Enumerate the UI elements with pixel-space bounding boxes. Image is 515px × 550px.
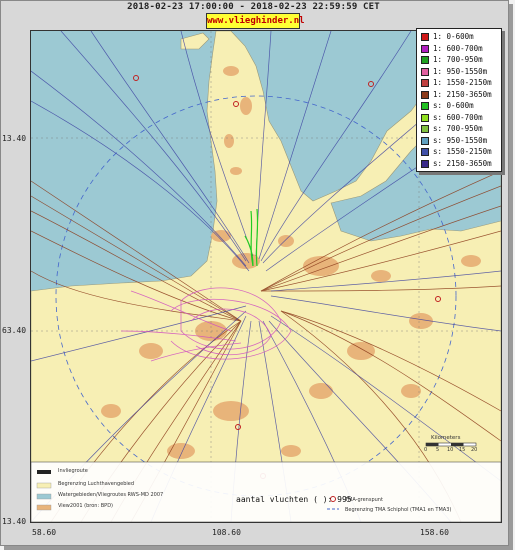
- brand-link[interactable]: www.vlieghinder.nl: [206, 13, 305, 29]
- y-tick-label: 13.40: [2, 517, 27, 526]
- legend-item: 1: 600-700m: [421, 44, 483, 54]
- bottom-legend-panel: [31, 461, 501, 522]
- legend-swatch: [421, 159, 429, 168]
- x-tick-label: 158.60: [420, 528, 449, 537]
- x-tick-label: 108.60: [212, 528, 241, 537]
- legend-item: 1: 950-1550m: [421, 67, 487, 77]
- legend-item: 1: 700-950m: [421, 55, 483, 65]
- legend-item: 1: 2150-3650m: [421, 90, 492, 100]
- urban-areas: [101, 66, 481, 459]
- legend-item: s: 950-1550m: [421, 136, 487, 146]
- tma-boundary: [55, 95, 457, 497]
- altitude-legend: 1: 0-600m 1: 600-700m 1: 700-950m 1: 950…: [416, 28, 502, 172]
- time-range-title: 2018-02-23 17:00:00 - 2018-02-23 22:59:5…: [127, 2, 380, 12]
- legend-swatch: [421, 44, 429, 53]
- legend-swatch: [421, 67, 429, 76]
- legend-item: s: 700-950m: [421, 124, 483, 134]
- scale-tick-label: 20: [471, 447, 478, 453]
- legend-tma-boundary-label: Begrenzing TMA Schiphol (TMA1 en TMA3): [345, 507, 452, 513]
- approach-tracks-green: [244, 208, 259, 267]
- flight-track-map[interactable]: aantal vluchten ( ): 995 Invliegroute Be…: [30, 30, 502, 523]
- legend-swatch: [421, 148, 429, 156]
- legend-tma-point-label: TMA-grenspunt: [345, 497, 383, 503]
- legend-item: s: 2150-3650m: [421, 159, 492, 169]
- scale-tick-label: 5: [436, 447, 440, 453]
- legend-airport-boundary-label: Begrenzing Luchthavengebied: [58, 481, 135, 487]
- scale-tick-label: 15: [459, 447, 466, 453]
- legend-swatch: [421, 102, 429, 110]
- y-tick-label: 63.40: [2, 326, 27, 335]
- legend-item: s: 600-700m: [421, 113, 483, 123]
- legend-item: 1: 0-600m: [421, 32, 474, 42]
- flights-count: aantal vluchten ( ): 995: [236, 495, 352, 504]
- scale-bar-title: Kilometers: [431, 435, 461, 441]
- scale-bar: [425, 442, 477, 447]
- legend-swatch: [421, 33, 429, 41]
- low-altitude-tracks: [120, 287, 292, 362]
- scale-tick-label: 10: [447, 447, 454, 453]
- legend-item: s: 0-600m: [421, 101, 474, 111]
- legend-item: 1: 1550-2150m: [421, 78, 492, 88]
- legend-swatch: [421, 113, 429, 122]
- legend-swatch: [421, 136, 429, 145]
- land-island: [180, 32, 210, 50]
- legend-source-label: View2001 (bron: BPD): [58, 503, 113, 509]
- legend-swatch: [421, 56, 429, 64]
- legend-water-label: Watergebieden/Vliegroutes RWS-MD 2007: [58, 492, 164, 498]
- legend-swatch: [421, 79, 429, 87]
- legend-route-label: Invliegroute: [58, 468, 88, 474]
- bottom-legend-symbols: [36, 470, 339, 511]
- x-tick-label: 58.60: [32, 528, 57, 537]
- legend-swatch: [421, 125, 429, 133]
- legend-swatch: [421, 90, 429, 99]
- y-tick-label: 13.40: [2, 134, 27, 143]
- scale-tick-label: 0: [424, 447, 428, 453]
- legend-item: s: 1550-2150m: [421, 147, 492, 157]
